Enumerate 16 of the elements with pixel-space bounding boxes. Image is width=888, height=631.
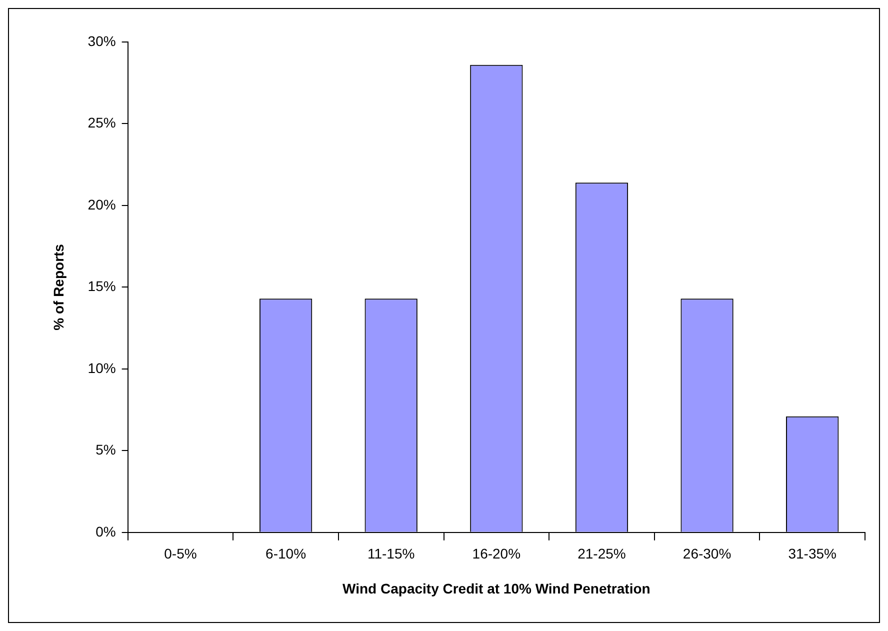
y-tick-label: 20%	[88, 196, 116, 212]
y-tick-label: 10%	[88, 360, 116, 376]
y-axis-title: % of Reports	[50, 244, 66, 330]
x-tick-label: 31-35%	[788, 546, 836, 562]
x-tick-label: 6-10%	[266, 546, 306, 562]
x-tick-label: 16-20%	[472, 546, 521, 562]
y-tick-label: 15%	[88, 278, 116, 294]
x-tick-label: 11-15%	[367, 546, 415, 562]
y-tick-label: 25%	[88, 114, 116, 131]
x-tick-label: 21-25%	[578, 546, 626, 562]
x-tick-label: 0-5%	[164, 546, 197, 562]
y-tick-label: 0%	[96, 523, 116, 540]
x-axis-title: Wind Capacity Credit at 10% Wind Penetration	[342, 580, 650, 596]
y-tick-label: 30%	[88, 32, 116, 49]
x-tick-label: 26-30%	[682, 546, 732, 562]
y-tick-label: 5%	[96, 442, 116, 458]
